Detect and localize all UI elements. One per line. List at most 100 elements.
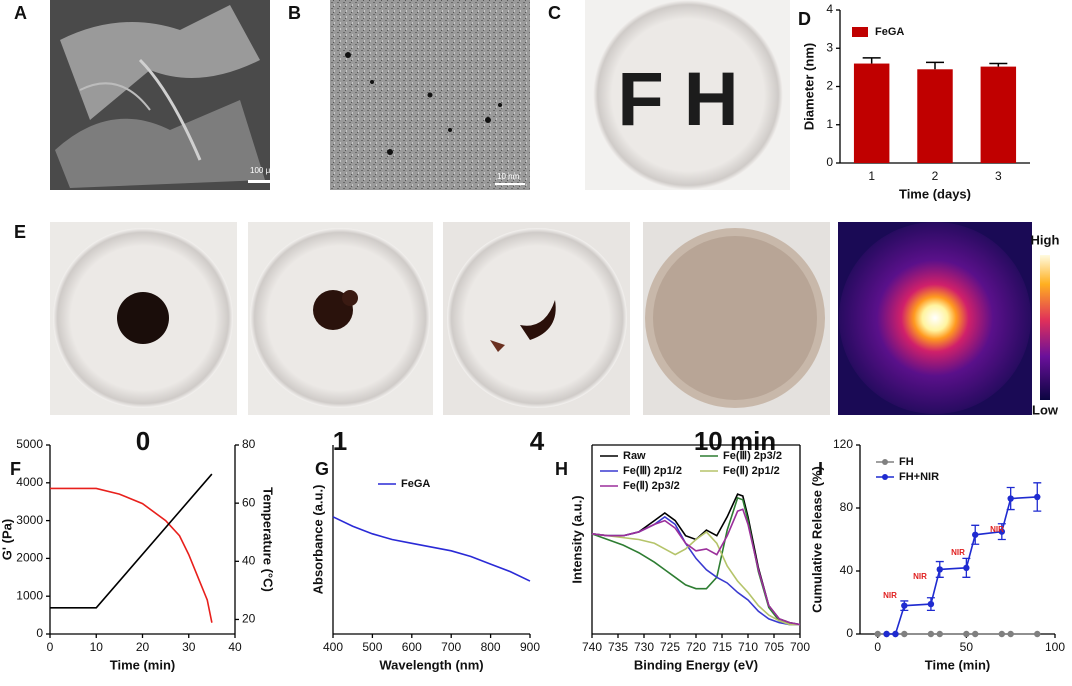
x-tick-label: 700 (790, 640, 810, 654)
y-tick-label: 3000 (16, 513, 43, 527)
error-bar (989, 62, 1008, 67)
point (901, 630, 908, 638)
point (1034, 493, 1041, 501)
x-tick-label: 740 (582, 640, 602, 654)
annotation: NIR (883, 591, 897, 600)
x-tick-label: 715 (712, 640, 732, 654)
y-tick-label: 0 (826, 155, 833, 169)
petri-photo: FH (585, 0, 790, 190)
y-tick-label: 120 (833, 437, 853, 451)
legend-marker (882, 474, 888, 480)
x-tick-label: 10 (90, 640, 104, 654)
y-tick-label: 5000 (16, 437, 43, 451)
x-tick-label: 705 (764, 640, 784, 654)
sem-image: 100 μm (50, 0, 277, 190)
panel-label: C (548, 3, 561, 23)
x-axis-label: Time (days) (899, 186, 971, 201)
y-tick-label: 0 (36, 626, 43, 640)
y-axis-label: Intensity (a.u.) (569, 495, 584, 583)
point (963, 630, 970, 638)
x-tick-label: 20 (136, 640, 150, 654)
time-label: 1 (333, 426, 347, 456)
x-tick-label: 735 (608, 640, 628, 654)
error-bar (862, 57, 881, 64)
y-tick-label: 4000 (16, 475, 43, 489)
y-tick-label: 0 (846, 626, 853, 640)
y-axis-label: Cumulative Release (%) (809, 466, 824, 613)
x-tick-label: 0 (47, 640, 54, 654)
series-line (50, 473, 213, 609)
bar (980, 66, 1017, 163)
x-tick-label: 30 (182, 640, 196, 654)
legend-label: FeGA (875, 26, 904, 38)
y-axis-label: Absorbance (a.u.) (310, 485, 325, 595)
series-line (332, 516, 531, 582)
colorbar-label: High (1031, 232, 1060, 247)
time-label: 10 min (694, 426, 776, 456)
annotation: NIR (913, 572, 927, 581)
series-line (886, 496, 1038, 635)
x-tick-label: 720 (686, 640, 706, 654)
x-tick-label: 730 (634, 640, 654, 654)
x-tick-label: 400 (323, 640, 343, 654)
gel-letters: FH (617, 57, 758, 142)
scale-bar-label: 100 μm (250, 166, 277, 175)
point (998, 630, 1006, 638)
scale-bar-label: 10 nm (497, 172, 520, 181)
panel-label: I (818, 459, 823, 479)
x-tick-label: 800 (481, 640, 501, 654)
x-tick-label: 0 (874, 640, 881, 654)
point (927, 600, 935, 608)
x-tick-label: 710 (738, 640, 758, 654)
panel-label: F (10, 459, 21, 479)
x-tick-label: 100 (1045, 640, 1065, 654)
y2-tick-label: 60 (242, 495, 256, 509)
x-tick-label: 900 (520, 640, 540, 654)
point (972, 531, 979, 538)
x-axis-label: Binding Energy (eV) (634, 657, 758, 672)
x-tick-label: 40 (228, 640, 242, 654)
legend-label: FH (899, 456, 914, 468)
point (936, 566, 943, 573)
point (901, 602, 908, 609)
point (927, 630, 935, 638)
y-tick-label: 40 (840, 563, 854, 577)
point (1007, 630, 1014, 638)
y-tick-label: 80 (840, 500, 854, 514)
x-axis-label: Wavelength (nm) (379, 657, 483, 672)
bar (917, 69, 953, 163)
x-tick-label: 700 (441, 640, 461, 654)
point (874, 630, 881, 638)
panel-label: D (798, 9, 811, 29)
degradation-photos: High Low 0 1 4 10 min (50, 222, 1059, 456)
panel-label: A (14, 3, 27, 23)
tem-image: 10 nm (330, 0, 530, 190)
point (972, 630, 979, 638)
series-line (591, 530, 800, 626)
series-line (50, 487, 213, 623)
y-axis-label: Diameter (nm) (801, 43, 816, 130)
y-tick-label: 1000 (16, 588, 43, 602)
legend-label: Raw (623, 450, 646, 462)
x-axis-label: Time (min) (110, 657, 176, 672)
time-label: 0 (136, 426, 150, 456)
y2-tick-label: 80 (242, 437, 256, 451)
annotation: NIR (990, 525, 1004, 534)
y2-axis-label: Temperature (°C) (261, 487, 276, 592)
legend-label: Fe(Ⅱ) 2p1/2 (723, 465, 780, 477)
time-label: 4 (530, 426, 545, 456)
x-tick-label: 2 (932, 169, 939, 183)
legend-label: FH+NIR (899, 471, 939, 483)
point (1007, 495, 1014, 502)
bar (853, 63, 890, 163)
y-tick-label: 2 (826, 79, 833, 93)
panel-label: B (288, 3, 301, 23)
legend-label: Fe(Ⅲ) 2p1/2 (623, 465, 682, 477)
y-axis-label: G' (Pa) (0, 519, 14, 560)
series-line (591, 508, 801, 626)
point (963, 564, 970, 572)
panel-label: G (315, 459, 329, 479)
point (892, 630, 899, 638)
legend-label: Fe(Ⅱ) 2p3/2 (623, 480, 680, 492)
x-tick-label: 500 (362, 640, 382, 654)
